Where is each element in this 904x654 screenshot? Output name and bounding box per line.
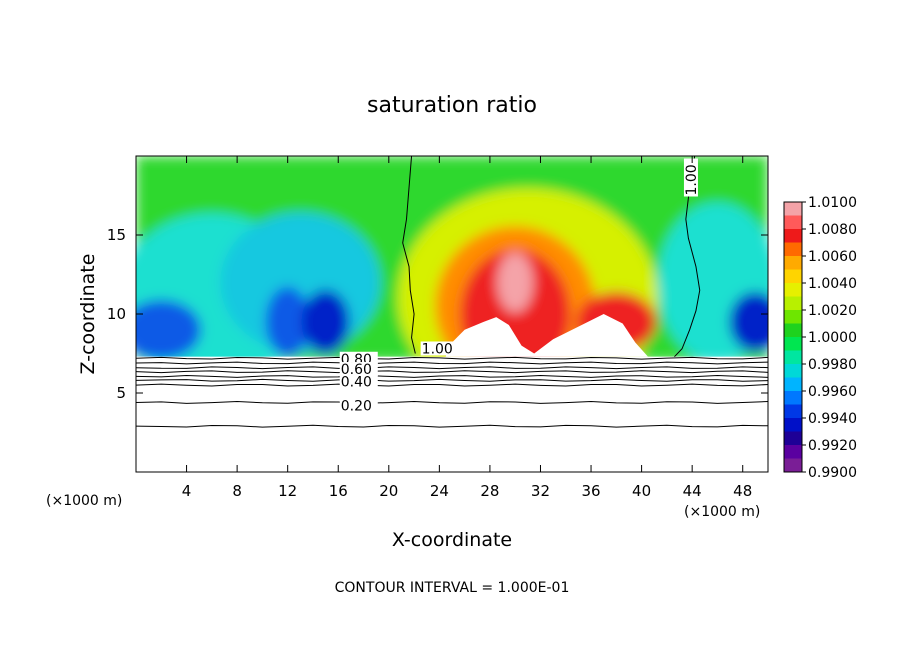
contour-label: 1.00 <box>422 342 453 358</box>
contour-line-1-00 <box>402 156 416 354</box>
field-pink <box>497 252 534 313</box>
contour-line <box>136 374 768 378</box>
contour-line <box>136 401 768 404</box>
contour-line <box>136 370 768 374</box>
colorbar-swatch <box>784 242 802 257</box>
colorbar-swatch <box>784 431 802 446</box>
y-tick-label: 10 <box>107 305 126 323</box>
contour-line-1-00 <box>674 156 701 358</box>
contour-label: 1.00 <box>684 164 700 195</box>
colorbar-swatch <box>784 391 802 405</box>
contour-lines <box>136 156 768 428</box>
field-white-region <box>445 314 648 357</box>
contour-label-bg <box>683 158 698 197</box>
colorbar-swatch <box>784 445 802 459</box>
colorbar-swatch <box>784 350 802 365</box>
colorbar-swatch <box>784 296 802 311</box>
x-tick-label: 20 <box>379 482 398 500</box>
colorbar-swatch <box>784 458 802 473</box>
contour-line <box>136 378 768 382</box>
field-blue-4 <box>729 291 768 352</box>
colorbar-label: 1.0040 <box>808 276 857 292</box>
contour-line <box>136 366 768 370</box>
colorbar-label: 1.0080 <box>808 222 857 238</box>
colorbar-swatch <box>784 229 802 243</box>
contour-label-bg <box>339 374 378 389</box>
x-tick-label: 4 <box>182 482 192 500</box>
colorbar-swatch <box>784 269 802 284</box>
x-tick-label: 8 <box>232 482 242 500</box>
colorbar-label: 0.9980 <box>808 357 857 373</box>
x-tick-label: 32 <box>531 482 550 500</box>
chart-title: saturation ratio <box>367 93 537 118</box>
colorbar-label: 1.0000 <box>808 330 857 346</box>
colorbar-swatch <box>784 418 802 432</box>
x-unit-left: (×1000 m) <box>46 493 122 509</box>
colorbar-swatch <box>784 404 802 419</box>
colorbar-swatch <box>784 215 802 230</box>
colorbar-label: 1.0060 <box>808 249 857 265</box>
colorbar: 1.0100 1.0080 1.0060 1.0040 1.0020 1.0000 0.99… <box>783 195 857 481</box>
field-blue-1 <box>136 299 202 360</box>
colorbar-swatch <box>784 202 802 216</box>
colorbar-swatch <box>784 364 802 378</box>
y-tick-label: 5 <box>116 384 126 402</box>
contour-line <box>136 361 768 365</box>
colorbar-label: 0.9920 <box>808 438 857 454</box>
colorbar-label: 0.9940 <box>808 411 857 427</box>
y-axis: 5 10 15 <box>107 226 768 402</box>
contour-interval-note: CONTOUR INTERVAL = 1.000E-01 <box>335 580 570 596</box>
contour-label-bg <box>339 398 378 413</box>
x-tick-label: 36 <box>581 482 600 500</box>
x-tick-label: 24 <box>430 482 449 500</box>
contour-label-bg <box>420 341 459 356</box>
x-tick-label: 48 <box>733 482 752 500</box>
x-axis: 4 8 12 16 20 24 28 32 36 40 44 48 <box>182 156 752 500</box>
colorbar-swatch <box>784 256 802 270</box>
x-tick-label: 44 <box>683 482 702 500</box>
plot-area: 1.001.000.800.600.400.20 <box>136 156 768 472</box>
contour-line <box>136 383 768 387</box>
colorbar-swatch <box>784 310 802 324</box>
x-tick-label: 28 <box>480 482 499 500</box>
contour-label: 0.40 <box>341 375 372 391</box>
field-blue-2 <box>265 286 310 357</box>
contour-label-bg <box>339 362 378 377</box>
x-tick-label: 12 <box>278 482 297 500</box>
contour-line <box>136 424 768 428</box>
x-tick-label: 40 <box>632 482 651 500</box>
colorbar-label: 1.0020 <box>808 303 857 319</box>
colorbar-label: 0.9960 <box>808 384 857 400</box>
y-axis-title: Z-coordinate <box>77 254 99 375</box>
colorbar-label: 0.9900 <box>808 465 857 481</box>
x-tick-label: 16 <box>329 482 348 500</box>
y-tick-label: 15 <box>107 226 126 244</box>
x-unit-right: (×1000 m) <box>684 504 760 520</box>
contour-label: 0.20 <box>341 398 372 414</box>
colorbar-swatch <box>784 377 802 392</box>
x-axis-title: X-coordinate <box>392 529 512 551</box>
colorbar-swatch <box>784 323 802 338</box>
colorbar-label: 1.0100 <box>808 195 857 211</box>
colorbar-swatch <box>784 283 802 297</box>
contour-line <box>136 356 768 360</box>
field-blue-3 <box>301 289 350 354</box>
field-lower-white <box>136 356 768 472</box>
contour-label: 0.60 <box>341 362 372 378</box>
colorbar-swatch <box>784 337 802 351</box>
